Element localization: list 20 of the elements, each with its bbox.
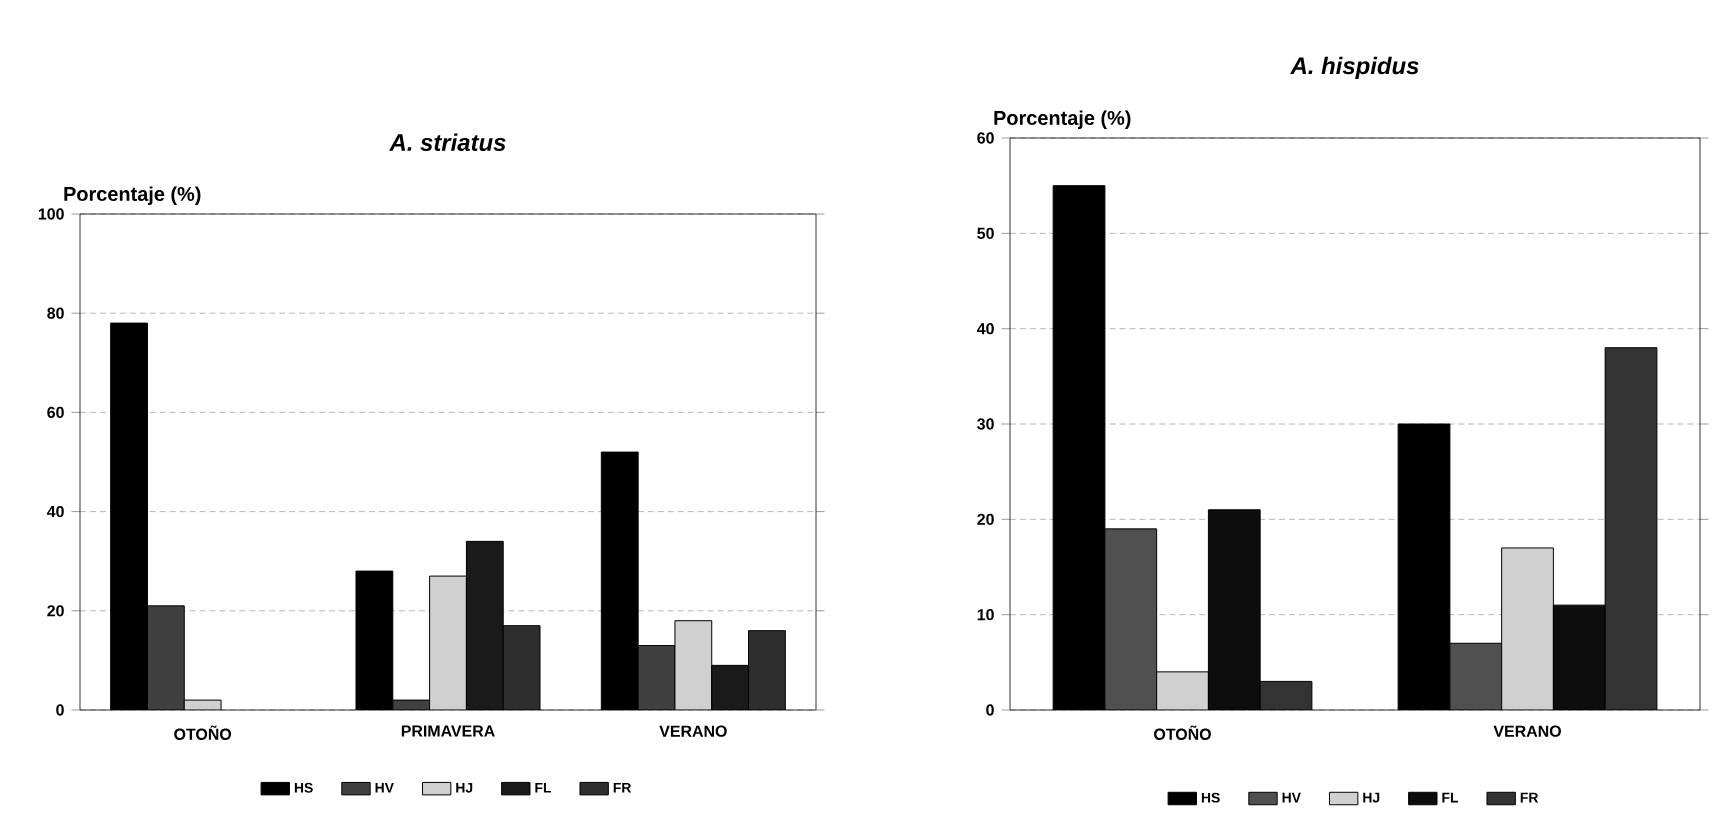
- bar: [748, 630, 786, 710]
- bar: [465, 540, 504, 710]
- bar: [1552, 604, 1606, 710]
- y-axis-title: Porcentaje (%): [64, 186, 201, 205]
- bar: [502, 625, 541, 710]
- bar: [429, 575, 467, 710]
- bar: [711, 664, 750, 710]
- bar: [1156, 671, 1209, 710]
- chart-title: A. hispidus: [1290, 56, 1419, 80]
- y-axis-title: Porcentaje (%): [994, 110, 1131, 129]
- bar: [1207, 509, 1261, 710]
- bar: [1449, 642, 1503, 710]
- bar: [637, 645, 676, 710]
- bar: [1104, 528, 1158, 710]
- bar: [674, 620, 713, 710]
- chart-title: A. striatus: [389, 133, 506, 151]
- bar: [1259, 680, 1313, 710]
- bar: [1604, 347, 1658, 710]
- bar: [1501, 547, 1554, 710]
- bar: [146, 605, 185, 710]
